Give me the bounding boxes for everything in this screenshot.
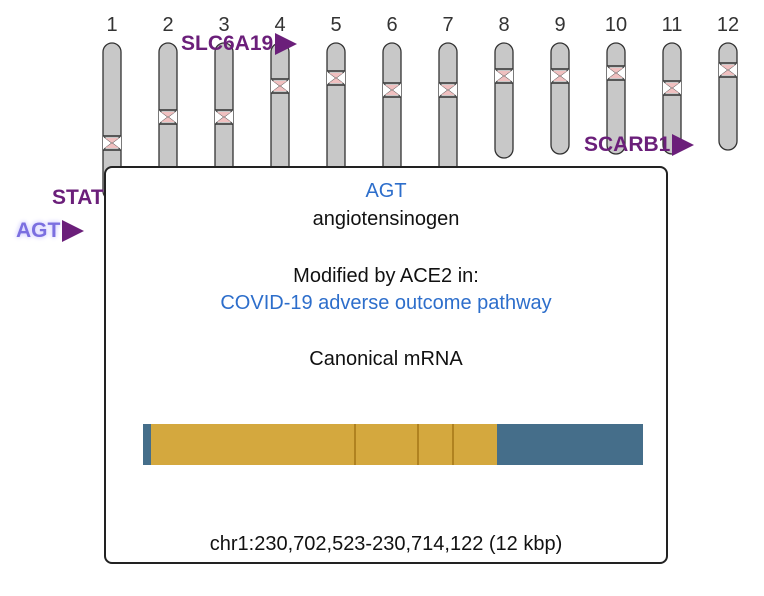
chromosome-9[interactable]: 9 — [550, 14, 570, 155]
utr-5-prime — [143, 424, 151, 465]
chromosome-8[interactable]: 8 — [494, 14, 514, 159]
annotation-name: SLC6A19 — [181, 32, 274, 55]
right-arrow-icon — [275, 33, 298, 56]
chromosome-label: 1 — [106, 14, 117, 36]
chromosome-label: 8 — [498, 14, 509, 36]
gene-symbol-link[interactable]: AGT — [365, 180, 407, 202]
centromere-band — [721, 65, 735, 75]
chromosome-label: 10 — [605, 14, 627, 36]
centromere-band — [161, 112, 175, 122]
chromosome-label: 7 — [442, 14, 453, 36]
chromosome-10[interactable]: 10 — [605, 14, 627, 155]
annotation-label-agt[interactable]: AGT — [16, 219, 85, 243]
centromere-band — [665, 83, 679, 93]
chromosome-body — [662, 42, 682, 155]
centromere-band — [441, 85, 455, 95]
annotation-name: SCARB1 — [584, 133, 671, 156]
annotation-label-slc6a19[interactable]: SLC6A19 — [181, 32, 298, 56]
pathway-link[interactable]: COVID-19 adverse outcome pathway — [220, 292, 552, 314]
centromere-band — [105, 138, 119, 148]
right-arrow-icon — [672, 134, 695, 157]
centromere-band — [609, 68, 623, 78]
annotation-name: AGT — [16, 219, 61, 242]
centromere-band — [329, 73, 343, 83]
chromosome-label: 3 — [218, 14, 229, 36]
chromosome-label: 2 — [162, 14, 173, 36]
chromosome-label: 12 — [717, 14, 739, 36]
chromosome-body — [718, 42, 738, 151]
centromere-band — [217, 112, 231, 122]
centromere-band — [497, 71, 511, 81]
gene-tooltip: AGT angiotensinogen Modified by ACE2 in:… — [104, 166, 668, 564]
centromere-band — [385, 85, 399, 95]
genomic-location: chr1:230,702,523-230,714,122 (12 kbp) — [209, 533, 563, 555]
chromosome-11[interactable]: 11 — [662, 14, 683, 155]
chromosome-1[interactable]: 1 — [102, 14, 122, 201]
chromosome-12[interactable]: 12 — [717, 14, 739, 151]
chromosome-label: 5 — [330, 14, 341, 36]
chromosome-label: 6 — [386, 14, 397, 36]
chromosome-7[interactable]: 7 — [438, 14, 458, 201]
right-arrow-icon — [62, 220, 85, 243]
transcript-label: Canonical mRNA — [309, 348, 463, 370]
modified-by-text: Modified by ACE2 in: — [293, 265, 479, 287]
chromosome-4[interactable]: 4 — [270, 14, 290, 201]
chromosome-label: 9 — [554, 14, 565, 36]
annotation-label-stat[interactable]: STAT — [52, 186, 104, 210]
annotation-label-scarb1[interactable]: SCARB1 — [584, 133, 695, 157]
chromosome-label: 4 — [274, 14, 285, 36]
chromosome-body — [494, 42, 514, 159]
chromosome-body — [550, 42, 570, 155]
centromere-band — [553, 71, 567, 81]
chromosome-3[interactable]: 3 — [214, 14, 234, 201]
centromere-band — [273, 81, 287, 91]
utr-3-prime — [497, 424, 643, 465]
chromosome-label: 11 — [662, 14, 683, 36]
chromosome-5[interactable]: 5 — [326, 14, 346, 201]
transcript-structure — [143, 424, 643, 465]
coding-sequence — [151, 424, 497, 465]
gene-full-name: angiotensinogen — [312, 208, 460, 230]
annotation-name: STAT — [52, 186, 104, 209]
